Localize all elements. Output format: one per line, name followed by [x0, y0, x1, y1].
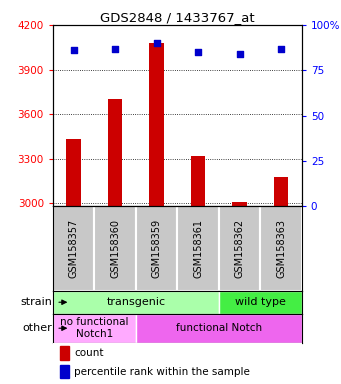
Point — [278, 45, 284, 51]
Point — [71, 47, 76, 53]
Bar — [177, 206, 219, 291]
Bar — [260, 206, 302, 291]
Bar — [136, 314, 302, 343]
Text: count: count — [74, 348, 104, 358]
Text: transgenic: transgenic — [106, 297, 165, 307]
Text: no functional
Notch1: no functional Notch1 — [60, 318, 129, 339]
Bar — [136, 206, 177, 291]
Bar — [149, 43, 164, 206]
Point — [154, 40, 159, 46]
Text: percentile rank within the sample: percentile rank within the sample — [74, 367, 250, 377]
Point — [113, 45, 118, 51]
Bar — [219, 206, 260, 291]
Text: GSM158360: GSM158360 — [110, 219, 120, 278]
Bar — [53, 206, 94, 291]
Text: GSM158361: GSM158361 — [193, 219, 203, 278]
Bar — [274, 177, 288, 206]
Text: strain: strain — [20, 297, 52, 307]
Title: GDS2848 / 1433767_at: GDS2848 / 1433767_at — [100, 11, 255, 24]
Text: wild type: wild type — [235, 297, 286, 307]
Bar — [108, 99, 122, 206]
Bar — [60, 365, 69, 378]
Bar — [94, 206, 136, 291]
Text: other: other — [22, 323, 52, 333]
Bar — [53, 291, 219, 314]
Point — [195, 49, 201, 55]
Bar — [232, 202, 247, 206]
Bar — [191, 156, 205, 206]
Text: functional Notch: functional Notch — [176, 323, 262, 333]
Text: GSM158362: GSM158362 — [235, 219, 244, 278]
Text: GSM158357: GSM158357 — [69, 219, 78, 278]
Point — [237, 51, 242, 57]
Text: GSM158359: GSM158359 — [152, 219, 162, 278]
Bar — [219, 291, 302, 314]
Bar — [53, 314, 136, 343]
Bar — [60, 346, 69, 359]
Text: GSM158363: GSM158363 — [276, 219, 286, 278]
Bar — [66, 139, 81, 206]
